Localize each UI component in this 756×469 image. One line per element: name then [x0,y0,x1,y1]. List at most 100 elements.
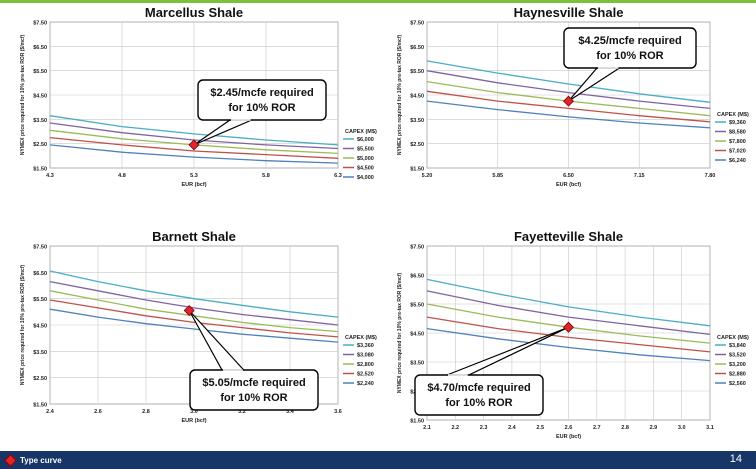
chart-2-type-curve-marker [562,95,575,107]
chart-2-x-tick-label: 7.80 [705,173,716,179]
top-stripe [0,0,756,3]
chart-2-legend-title: CAPEX (M$) [717,112,749,118]
chart-3-y-tick-label: $2.50 [33,376,47,382]
chart-1-callout-line-1: $2.45/mcfe required [210,87,313,99]
chart-3-legend-label: $2,800 [357,362,374,368]
chart-4-y-tick-label: $4.50 [410,332,424,338]
chart-3-legend-label: $3,360 [357,343,374,349]
chart-4-x-tick-label: 2.2 [451,425,459,431]
chart-3-series-line [49,280,339,326]
chart-3-y-tick-label: $4.50 [33,324,47,330]
chart-3-y-tick-label: $5.50 [33,297,47,303]
chart-4-callout-box [414,374,544,416]
chart-4-series-line [426,290,711,336]
chart-2-callout-box [563,27,697,69]
chart-3-y-tick-label: $3.50 [33,350,47,356]
chart-4-series-line [426,327,711,362]
chart-3-y-axis-label: NYMEX price required for 10% pre-tax ROR… [20,265,26,386]
chart-3-series-line [49,270,339,318]
chart-4-y-tick-label: $3.50 [410,361,424,367]
chart-4-x-tick-label: 2.7 [593,425,601,431]
chart-1-legend-label: $4,500 [357,166,374,172]
chart-1-y-tick-label: $4.50 [33,94,47,100]
chart-4-x-tick-label: 2.6 [565,425,573,431]
chart-3-y-tick-label: $6.50 [33,271,47,277]
chart-4-y-axis-label: NYMEX price required for 10% pre-tax ROR… [397,273,403,394]
chart-3-x-tick-label: 2.4 [46,409,55,415]
chart-1-legend-label: $4,000 [357,175,374,181]
chart-3-series-line [49,299,339,338]
chart-3-title: Barnett Shale [152,229,236,244]
chart-4-y-tick-label: $5.50 [410,303,424,309]
chart-4-y-tick-label: $7.50 [410,245,424,251]
chart-3-type-curve-marker [183,305,195,317]
chart-2-series-line [426,100,711,129]
chart-4-x-tick-label: 2.5 [536,425,544,431]
chart-2-y-tick-label: $2.50 [410,142,424,148]
chart-2-title: Haynesville Shale [514,5,624,20]
chart-2-y-tick-label: $6.50 [410,45,424,51]
chart-4-legend-label: $2,560 [729,381,746,387]
chart-2-y-tick-label: $1.50 [410,167,424,173]
chart-4-y-tick-label: $6.50 [410,274,424,280]
chart-1-x-axis-label: EUR (bcf) [181,182,206,188]
chart-4-title: Fayetteville Shale [514,229,623,244]
chart-3-x-axis-label: EUR (bcf) [181,418,206,424]
chart-3-x-tick-label: 3.4 [286,409,295,415]
chart-4-legend-label: $2,880 [729,372,746,378]
chart-2-series-line [426,90,711,123]
chart-2-legend-label: $6,240 [729,158,746,164]
chart-3-y-tick-label: $1.50 [33,403,47,409]
chart-3-legend-label: $2,520 [357,372,374,378]
chart-2-x-tick-label: 6.50 [563,173,574,179]
chart-1-type-curve-marker [188,139,200,151]
chart-2-y-tick-label: $4.50 [410,94,424,100]
chart-3-y-tick-label: $7.50 [33,245,47,251]
chart-2-y-tick-label: $5.50 [410,69,424,75]
chart-2-x-axis-label: EUR (bcf) [556,182,581,188]
chart-2-legend-label: $8,580 [729,130,746,136]
chart-4-x-tick-label: 2.3 [480,425,488,431]
chart-2-callout-line-2: for 10% ROR [596,50,663,62]
chart-1-y-tick-label: $5.50 [33,69,47,75]
chart-3-x-tick-label: 3.0 [190,409,198,415]
chart-1-y-tick-label: $2.50 [33,142,47,148]
page-number: 14 [729,453,742,465]
chart-1-legend-title: CAPEX (M$) [345,129,377,135]
type-curve-label: Type curve [20,455,62,465]
chart-2-y-tick-label: $7.50 [410,21,424,27]
chart-2-legend-label: $7,020 [729,149,746,155]
chart-4-legend-label: $3,520 [729,353,746,359]
chart-3-legend-label: $2,240 [357,381,374,387]
chart-3-series-line [49,308,339,343]
chart-4-x-tick-label: 2.9 [650,425,658,431]
chart-1-x-tick-label: 4.8 [118,173,126,179]
chart-1-legend-label: $5,000 [357,156,374,162]
chart-2-x-tick-label: 5.85 [492,173,503,179]
chart-3-legend-title: CAPEX (M$) [345,335,377,341]
chart-1-x-tick-label: 4.3 [46,173,54,179]
chart-2-callout-line-1: $4.25/mcfe required [578,35,681,47]
chart-3-callout-line-2: for 10% ROR [220,392,287,404]
chart-3-x-tick-label: 3.6 [334,409,342,415]
chart-3-legend-label: $3,080 [357,353,374,359]
footer-bar [0,451,756,469]
chart-4-series-line [426,278,711,327]
chart-1-y-tick-label: $1.50 [33,167,47,173]
chart-2-y-axis-label: NYMEX price required for 10% pre-tax ROR… [397,35,403,156]
type-curve-marker-icon [4,453,17,467]
chart-4-x-tick-label: 3.1 [706,425,714,431]
chart-3-x-tick-label: 2.6 [94,409,102,415]
chart-4-y-tick-label: $1.50 [410,419,424,425]
chart-4-x-tick-label: 3.0 [678,425,686,431]
chart-4-legend-title: CAPEX (M$) [717,335,749,341]
chart-4-x-tick-label: 2.8 [621,425,629,431]
chart-4-x-tick-label: 2.1 [423,425,431,431]
chart-3-x-tick-label: 2.8 [142,409,150,415]
chart-4-x-tick-label: 2.4 [508,425,517,431]
chart-1-callout-line-2: for 10% ROR [228,102,295,114]
chart-4-series-line [426,316,711,353]
footer-legend: Type curve [4,453,62,467]
chart-4-type-curve-marker [562,321,575,333]
chart-4-legend-label: $3,840 [729,343,746,349]
